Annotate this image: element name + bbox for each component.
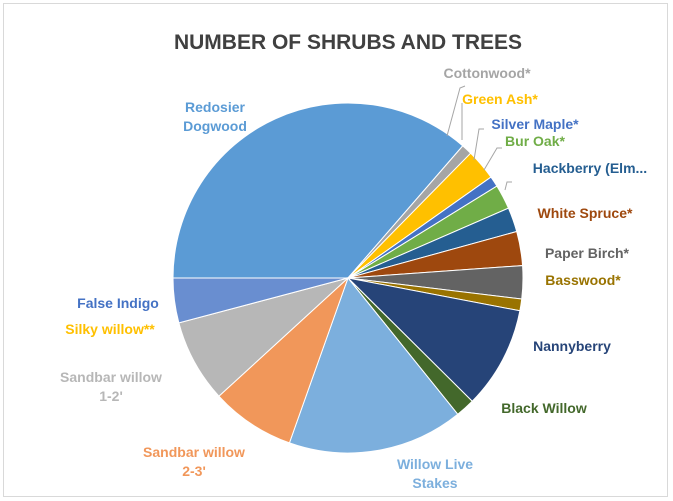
label-redosier-dogwood: Redosier Dogwood <box>183 99 247 134</box>
label-silky-willow: Silky willow** <box>65 321 155 337</box>
label-hackberry-elm: Hackberry (Elm... <box>533 160 647 176</box>
leader-lines <box>446 85 512 191</box>
leader-line-3 <box>473 128 484 161</box>
chart-title: NUMBER OF SHRUBS AND TREES <box>174 31 522 54</box>
slice-redosier-dogwood <box>172 102 464 279</box>
label-sandbar-willow-1-2: Sandbar willow 1-2' <box>60 369 162 404</box>
slice-labels: Redosier Dogwood Cottonwood* Green Ash* Silv… <box>60 65 647 491</box>
leader-line-5 <box>504 181 512 191</box>
label-paper-birch: Paper Birch* <box>545 245 630 261</box>
chart-border <box>3 3 668 497</box>
label-green-ash: Green Ash* <box>462 91 538 107</box>
label-silver-maple: Silver Maple* <box>491 116 579 132</box>
label-white-spruce: White Spruce* <box>538 205 633 221</box>
slice-willow-live-stakes <box>288 276 459 454</box>
label-willow-live-stakes: Willow Live Stakes <box>397 456 473 491</box>
label-basswood: Basswood* <box>545 272 621 288</box>
label-sandbar-willow-2-3: Sandbar willow 2-3' <box>143 444 245 479</box>
pie-slices <box>172 102 524 454</box>
slice-nannyberry <box>346 277 521 402</box>
label-nannyberry: Nannyberry <box>533 338 611 354</box>
label-bur-oak: Bur Oak* <box>505 133 565 149</box>
slice-false-indigo <box>172 277 349 324</box>
label-false-indigo: False Indigo <box>77 295 159 311</box>
label-cottonwood: Cottonwood* <box>443 65 531 81</box>
leader-line-4 <box>483 147 502 171</box>
leader-line-1 <box>446 85 466 137</box>
label-black-willow: Black Willow <box>501 400 587 416</box>
